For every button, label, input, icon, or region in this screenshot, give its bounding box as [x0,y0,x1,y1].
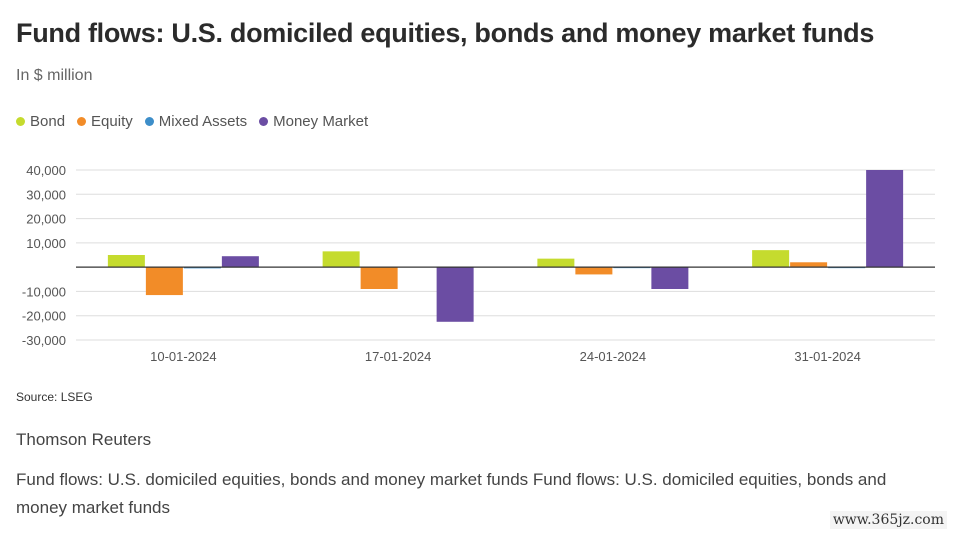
bar-equity [360,267,398,289]
legend-item-money-market: Money Market [259,113,368,130]
legend-dot-bond [16,117,25,126]
chart-legend: Bond Equity Mixed Assets Money Market [16,113,380,130]
bar-money-market [866,170,904,268]
legend-dot-mixed-assets [144,117,154,126]
x-tick-label: 24-01-2024 [580,349,647,364]
credit-text: Thomson Reuters [16,430,152,449]
legend-item-mixed-assets: Mixed Assets [144,113,248,130]
legend-item-equity: Equity [77,113,133,130]
y-tick-label: -20,000 [22,309,66,324]
bar-mixed-assets [183,267,221,269]
y-tick-label: -30,000 [22,333,66,348]
caption-text: Fund flows: U.S. domiciled equities, bon… [16,470,887,517]
legend-label-bond: Bond [30,113,66,130]
y-tick-label: 20,000 [26,212,66,227]
y-tick-label: 30,000 [26,187,66,202]
y-tick-label: 40,000 [26,163,66,178]
legend-label-equity: Equity [91,113,133,130]
y-tick-label: -10,000 [22,284,66,299]
watermark-text: www.365jz.com [829,511,947,529]
chart-subtitle: In $ million [16,67,93,84]
bar-chart: 40,000 30,000 20,000 10,000 -10,000 -20,000 -3… [22,163,935,364]
legend-dot-money-market [259,117,269,126]
legend-dot-equity [77,117,87,126]
bar-money-market [436,267,474,322]
bar-money-market [651,267,689,289]
bar-bond [537,258,575,268]
legend-label-mixed-assets: Mixed Assets [158,113,248,130]
bar-money-market [221,256,259,268]
bar-equity [575,267,613,275]
x-tick-label: 17-01-2024 [365,349,432,364]
bar-equity [145,267,183,296]
x-tick-label: 31-01-2024 [794,349,861,364]
bar-bond [322,251,360,268]
chart-title: Fund flows: U.S. domiciled equities, bon… [16,18,875,48]
y-tick-label: 10,000 [26,236,66,251]
legend-item-bond: Bond [16,113,65,130]
chart-source: Source: LSEG [16,390,93,404]
bar-bond [752,250,790,268]
bar-bond [107,255,145,268]
legend-label-money-market: Money Market [273,113,369,130]
bar-equity [790,262,828,268]
x-tick-label: 10-01-2024 [150,349,217,364]
